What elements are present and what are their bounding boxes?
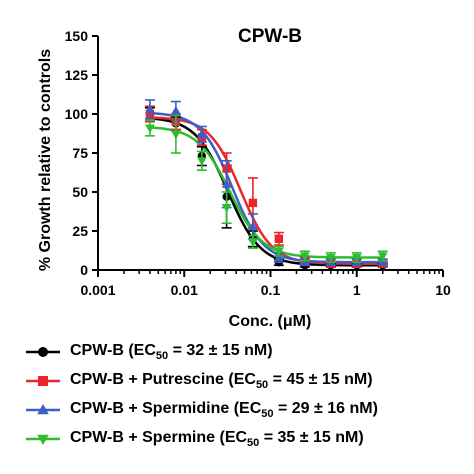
legend-label-tail: = 32 ± 15 nM) — [168, 341, 273, 359]
legend-label: CPW-B + Spermine (EC50 = 35 ± 15 nM) — [70, 429, 364, 449]
legend-item-series-2: CPW-B + Putrescine (EC50 = 45 ± 15 nM) — [24, 369, 373, 393]
data-point-series-4 — [325, 253, 336, 263]
data-point-series-4 — [221, 204, 232, 213]
x-axis-label: Conc. (μM) — [229, 313, 312, 330]
legend-label-main: CPW-B + Spermine (EC — [70, 428, 248, 446]
legend-swatch — [26, 347, 60, 357]
y-tick-label: 0 — [80, 262, 88, 278]
legend-label-main: CPW-B + Spermidine (EC — [70, 399, 262, 417]
data-point-series-4 — [274, 247, 284, 257]
legend-item-series-3: CPW-B + Spermidine (EC50 = 29 ± 16 nM) — [24, 398, 378, 422]
legend-label-subscript: 50 — [247, 437, 260, 450]
data-point-series-4 — [377, 252, 388, 261]
legend-label: CPW-B (EC50 = 32 ± 15 nM) — [70, 342, 273, 362]
legend-label-tail: = 29 ± 16 nM) — [273, 399, 378, 417]
data-point-series-4 — [248, 238, 258, 247]
dose-response-chart: 0 25 50 75 100 125 150 0.001 0.01 0.1 1 10 CPW-B Co… — [37, 26, 451, 330]
legend-marker — [38, 347, 48, 357]
legend-swatch — [26, 404, 60, 415]
fit-curve-series-3 — [149, 111, 383, 264]
legend-marker — [37, 434, 49, 445]
y-tick-label: 150 — [65, 28, 89, 44]
legend-item-series-1: CPW-B (EC50 = 32 ± 15 nM) — [24, 340, 273, 364]
data-point-series-4 — [197, 157, 207, 166]
legend-swatch — [26, 376, 60, 386]
data-point-series-3 — [197, 129, 207, 138]
y-tick-label: 50 — [72, 184, 88, 200]
legend-label-tail: = 45 ± 15 nM) — [268, 370, 373, 388]
data-point-series-2 — [248, 198, 258, 208]
y-tick-label: 75 — [72, 145, 88, 161]
fit-curve-series-2 — [149, 116, 383, 265]
data-point-series-3 — [377, 257, 388, 266]
data-point-series-4 — [351, 253, 362, 263]
x-tick-label: 1 — [353, 282, 361, 298]
data-point-series-3 — [171, 105, 181, 115]
x-tick-label: 0.001 — [80, 282, 115, 298]
data-point-series-3 — [248, 221, 258, 230]
y-tick-label: 125 — [65, 67, 89, 83]
data-point-series-4 — [299, 252, 310, 261]
legend-marker — [37, 404, 49, 415]
data-point-series-3 — [299, 257, 310, 266]
chart-title: CPW-B — [238, 26, 302, 47]
legend-marker — [38, 376, 48, 386]
data-point-series-3 — [274, 252, 284, 262]
x-tick-label: 0.1 — [261, 282, 281, 298]
legend-label-subscript: 50 — [255, 379, 269, 392]
legend-label-main: CPW-B + Putrescine (EC — [70, 370, 256, 388]
data-point-series-3 — [221, 179, 232, 188]
fit-curve-series-4 — [149, 126, 383, 259]
data-point-series-2 — [274, 234, 284, 243]
legend-label-subscript: 50 — [155, 350, 169, 363]
y-tick-label: 25 — [72, 223, 88, 239]
y-axis-label: % Growth relative to controls — [37, 49, 54, 271]
y-tick-label: 100 — [65, 106, 89, 122]
legend-label: CPW-B + Spermidine (EC50 = 29 ± 16 nM) — [70, 400, 378, 420]
legend-label-subscript: 50 — [261, 408, 274, 421]
legend-swatch — [26, 434, 60, 445]
fit-curve-series-1 — [149, 117, 383, 267]
x-tick-label: 10 — [435, 282, 451, 298]
legend-label: CPW-B + Putrescine (EC50 = 45 ± 15 nM) — [70, 371, 373, 391]
data-point-series-4 — [145, 124, 155, 134]
legend-item-series-4: CPW-B + Spermine (EC50 = 35 ± 15 nM) — [24, 427, 364, 451]
data-point-series-4 — [171, 130, 181, 140]
x-tick-label: 0.01 — [171, 282, 198, 298]
legend-label-tail: = 35 ± 15 nM) — [259, 428, 364, 446]
data-point-series-3 — [145, 104, 155, 113]
legend-label-main: CPW-B (EC — [70, 341, 156, 359]
